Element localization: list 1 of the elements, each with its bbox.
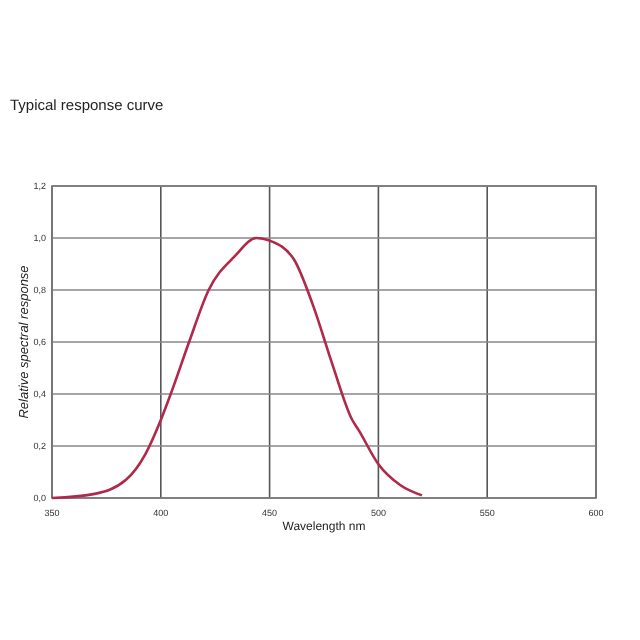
- line-series: [50, 236, 424, 500]
